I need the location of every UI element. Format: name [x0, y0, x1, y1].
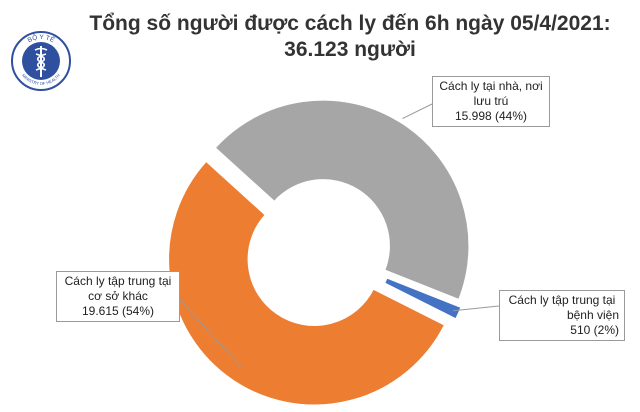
label-home-line-1: Cách ly tại nhà, nơi: [439, 79, 543, 93]
data-label-hospital: Cách ly tập trung tại bệnh viện 510 (2%): [499, 290, 625, 341]
label-other-line-1: Cách ly tập trung tại: [64, 274, 172, 288]
caduceus-icon: [34, 46, 48, 77]
donut-slice-1: [213, 99, 470, 301]
donut-slice-3: [167, 160, 446, 406]
label-home-line-2: lưu trú: [473, 94, 509, 108]
chart-title-line-1: Tổng số người được cách ly đến 6h ngày 0…: [89, 12, 611, 35]
leader-line-1: [402, 103, 433, 120]
chart-title-line-2: 36.123 người: [284, 38, 416, 61]
leader-line-2: [453, 305, 500, 312]
data-label-home-quarantine: Cách ly tại nhà, nơi lưu trú 15.998 (44%…: [432, 76, 550, 127]
leader-line-3: [179, 299, 242, 367]
label-hospital-value: 510 (2%): [570, 323, 619, 337]
label-other-value: 19.615 (54%): [81, 304, 155, 318]
label-other-line-2: cơ sở khác: [88, 289, 148, 303]
label-hospital-line-2: bệnh viện: [566, 308, 619, 322]
ministry-logo: BỘ Y TẾ MINISTRY OF HEALTH: [11, 31, 71, 91]
data-label-other-facility: Cách ly tập trung tại cơ sở khác 19.615 …: [56, 271, 180, 322]
label-hospital-line-1: Cách ly tập trung tại: [508, 293, 616, 307]
donut-slice-2: [383, 276, 463, 321]
label-home-value: 15.998 (44%): [454, 109, 528, 123]
